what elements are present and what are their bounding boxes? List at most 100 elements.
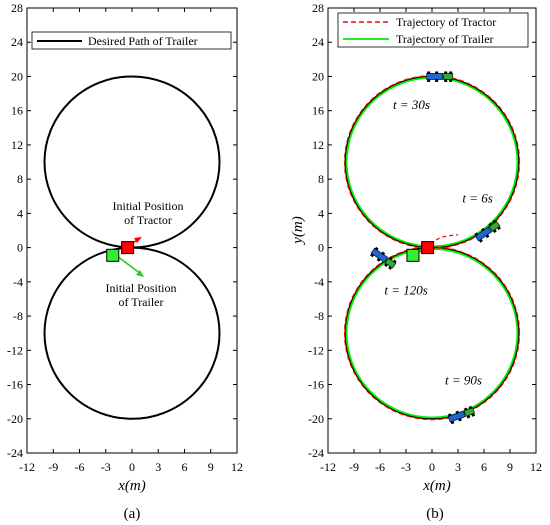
y-tick-label: 0 <box>17 241 23 255</box>
panel-a-caption: (a) <box>124 506 141 522</box>
wheel <box>450 420 455 425</box>
y-tick-label: -8 <box>13 309 23 323</box>
panel-a-legend-box <box>31 31 232 50</box>
wheel <box>376 258 381 262</box>
x-tick-label: 12 <box>231 460 243 474</box>
y-tick-label: -20 <box>308 412 324 426</box>
x-tick-label: -9 <box>48 460 58 474</box>
wheel <box>427 79 431 82</box>
y-tick-label: -20 <box>7 412 23 426</box>
x-tick-label: 6 <box>182 460 188 474</box>
tractor-body <box>488 220 501 232</box>
panel-b-caption: (b) <box>426 506 444 522</box>
y-tick-label: 4 <box>17 206 23 220</box>
tractor-trailer-vehicle <box>474 219 501 243</box>
y-tick-label: -12 <box>7 343 23 357</box>
panel-a: -24 -20 -16 -12 -8 -4 0 4 8 12 16 20 24 28 -12 -9 -6 -3 0… <box>7 1 243 522</box>
wheel <box>370 253 375 258</box>
tractor-initial-marker <box>421 241 435 255</box>
trailer-arrow <box>116 255 142 275</box>
wheel <box>435 79 439 82</box>
x-tick-label: -6 <box>375 460 385 474</box>
y-tick-label: 8 <box>318 172 324 186</box>
x-tick-label: -12 <box>19 460 35 474</box>
panel-a-xlabel: x(m) <box>117 478 145 494</box>
panel-b-legend-box <box>337 12 529 48</box>
x-tick-label: -9 <box>349 460 359 474</box>
wheel <box>458 418 462 422</box>
y-tick-label: 12 <box>312 138 324 152</box>
wheel <box>455 410 460 415</box>
tractor-arrowhead <box>134 237 142 243</box>
wheel <box>427 71 431 74</box>
panel-a-x-ticks: -12 -9 -6 -3 0 3 6 9 12 <box>19 8 243 474</box>
wheel <box>492 229 497 233</box>
x-tick-label: 12 <box>530 460 542 474</box>
trailer-annotation-line2: of Trailer <box>119 295 164 309</box>
panel-b-legend-label-tractor: Trajectory of Tractor <box>396 15 496 29</box>
time-annotation: t = 120s <box>384 283 427 298</box>
tractor-body <box>443 73 454 80</box>
panel-a-legend: Desired Path of Trailer <box>31 31 232 50</box>
y-tick-label: 24 <box>11 35 23 49</box>
wheel <box>444 71 448 74</box>
tractor-initial-marker <box>121 241 135 255</box>
y-tick-label: 12 <box>11 138 23 152</box>
y-tick-label: 0 <box>318 241 324 255</box>
x-tick-label: 9 <box>208 460 214 474</box>
panel-b-xlabel: x(m) <box>422 478 450 494</box>
panel-a-legend-label: Desired Path of Trailer <box>88 34 198 48</box>
y-tick-label: -16 <box>7 378 23 392</box>
panel-a-markers <box>106 241 135 262</box>
panel-b-legend: Trajectory of Tractor Trajectory of Trai… <box>337 12 529 48</box>
wheel <box>449 79 453 82</box>
panel-b-legend-label-trailer: Trajectory of Trailer <box>396 32 494 46</box>
panel-b-y-ticks: -24 -20 -16 -12 -8 -4 0 4 8 12 16 20 24 28 <box>308 1 536 460</box>
wheel <box>463 407 468 411</box>
wheel <box>468 405 473 410</box>
x-tick-label: -3 <box>101 460 111 474</box>
x-tick-label: 3 <box>455 460 461 474</box>
trailer-initial-marker <box>406 248 420 262</box>
desired-path-circle <box>344 246 520 420</box>
tractor-annotation-line2: of Tractor <box>124 213 172 227</box>
trailer-trajectory <box>345 76 519 248</box>
desired-path-circle <box>43 246 221 420</box>
tractor-trailer-vehicle <box>426 71 454 82</box>
y-tick-label: -8 <box>314 309 324 323</box>
trailer-initial-marker <box>106 248 120 262</box>
wheel <box>435 71 439 74</box>
x-tick-label: -6 <box>75 460 85 474</box>
tractor-trajectory <box>343 246 521 421</box>
y-tick-label: -4 <box>13 275 23 289</box>
panel-b-markers <box>406 241 435 262</box>
time-annotation: t = 30s <box>393 97 430 112</box>
trailer-body <box>447 410 466 423</box>
wheel <box>488 222 493 227</box>
y-tick-label: 4 <box>318 206 324 220</box>
wheel <box>388 256 393 261</box>
panel-b-vehicles <box>370 71 501 425</box>
tractor-trailer-vehicle <box>370 246 397 270</box>
wheel <box>474 232 479 237</box>
wheel <box>485 234 490 239</box>
panel-b: -24 -20 -16 -12 -8 -4 0 4 8 12 16 20 24 28 -12 -9 -6 -3 0… <box>290 1 542 522</box>
panel-a-frame <box>26 7 238 454</box>
x-tick-label: 9 <box>507 460 513 474</box>
trailer-body <box>426 73 444 80</box>
tractor-trajectory <box>343 75 521 249</box>
panel-a-annotations: Initial Position of Tractor Initial Posi… <box>105 199 183 309</box>
y-tick-label: -4 <box>314 275 324 289</box>
wheel <box>381 251 386 256</box>
trailer-trajectory <box>345 248 519 419</box>
wheel <box>384 263 388 267</box>
y-tick-label: -24 <box>7 446 23 460</box>
trailer-body <box>474 226 493 242</box>
wheel <box>466 415 471 419</box>
y-tick-label: 8 <box>17 172 23 186</box>
panel-b-time-annotations: t = 30s t = 6s t = 120s t = 90s <box>384 97 492 388</box>
wheel <box>478 238 483 243</box>
y-tick-label: 20 <box>11 69 23 83</box>
panel-b-ylabel: y(m) <box>290 216 306 245</box>
panel-b-x-ticks: -12 -9 -6 -3 0 3 6 9 12 <box>320 8 542 474</box>
